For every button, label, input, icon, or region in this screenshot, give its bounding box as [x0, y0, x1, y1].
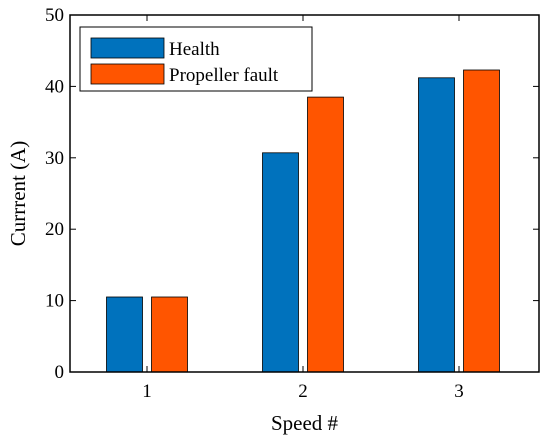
- plot-frame: [69, 14, 540, 373]
- ticks-group: 0 10 20 30 40 50 1 2 3: [45, 5, 539, 402]
- legend-label-propeller-fault: Propeller fault: [169, 65, 279, 86]
- x-tick-label-1: 1: [142, 381, 152, 402]
- bar-health-1: [106, 296, 143, 373]
- bar-propeller-fault-3: [463, 69, 500, 373]
- y-tick-label-10: 10: [45, 291, 64, 312]
- y-tick-label-20: 20: [45, 219, 64, 240]
- legend-swatch-propeller-fault: [90, 63, 165, 85]
- x-tick-label-3: 3: [454, 381, 464, 402]
- y-tick-label-0: 0: [55, 362, 65, 383]
- bar-health-2: [262, 152, 299, 373]
- legend: Health Propeller fault: [79, 26, 313, 92]
- bar-propeller-fault-1: [151, 296, 188, 373]
- y-tick-label-40: 40: [45, 76, 64, 97]
- x-axis-label: Speed #: [271, 411, 339, 435]
- legend-label-health: Health: [169, 39, 220, 60]
- bar-health-3: [418, 77, 455, 373]
- bars-group: [106, 69, 500, 373]
- bar-propeller-fault-2: [307, 96, 344, 373]
- y-tick-label-50: 50: [45, 5, 64, 26]
- legend-swatch-health: [90, 37, 165, 59]
- y-tick-label-30: 30: [45, 148, 64, 169]
- x-tick-label-2: 2: [298, 381, 308, 402]
- y-axis-label: Currrent (A): [6, 141, 30, 247]
